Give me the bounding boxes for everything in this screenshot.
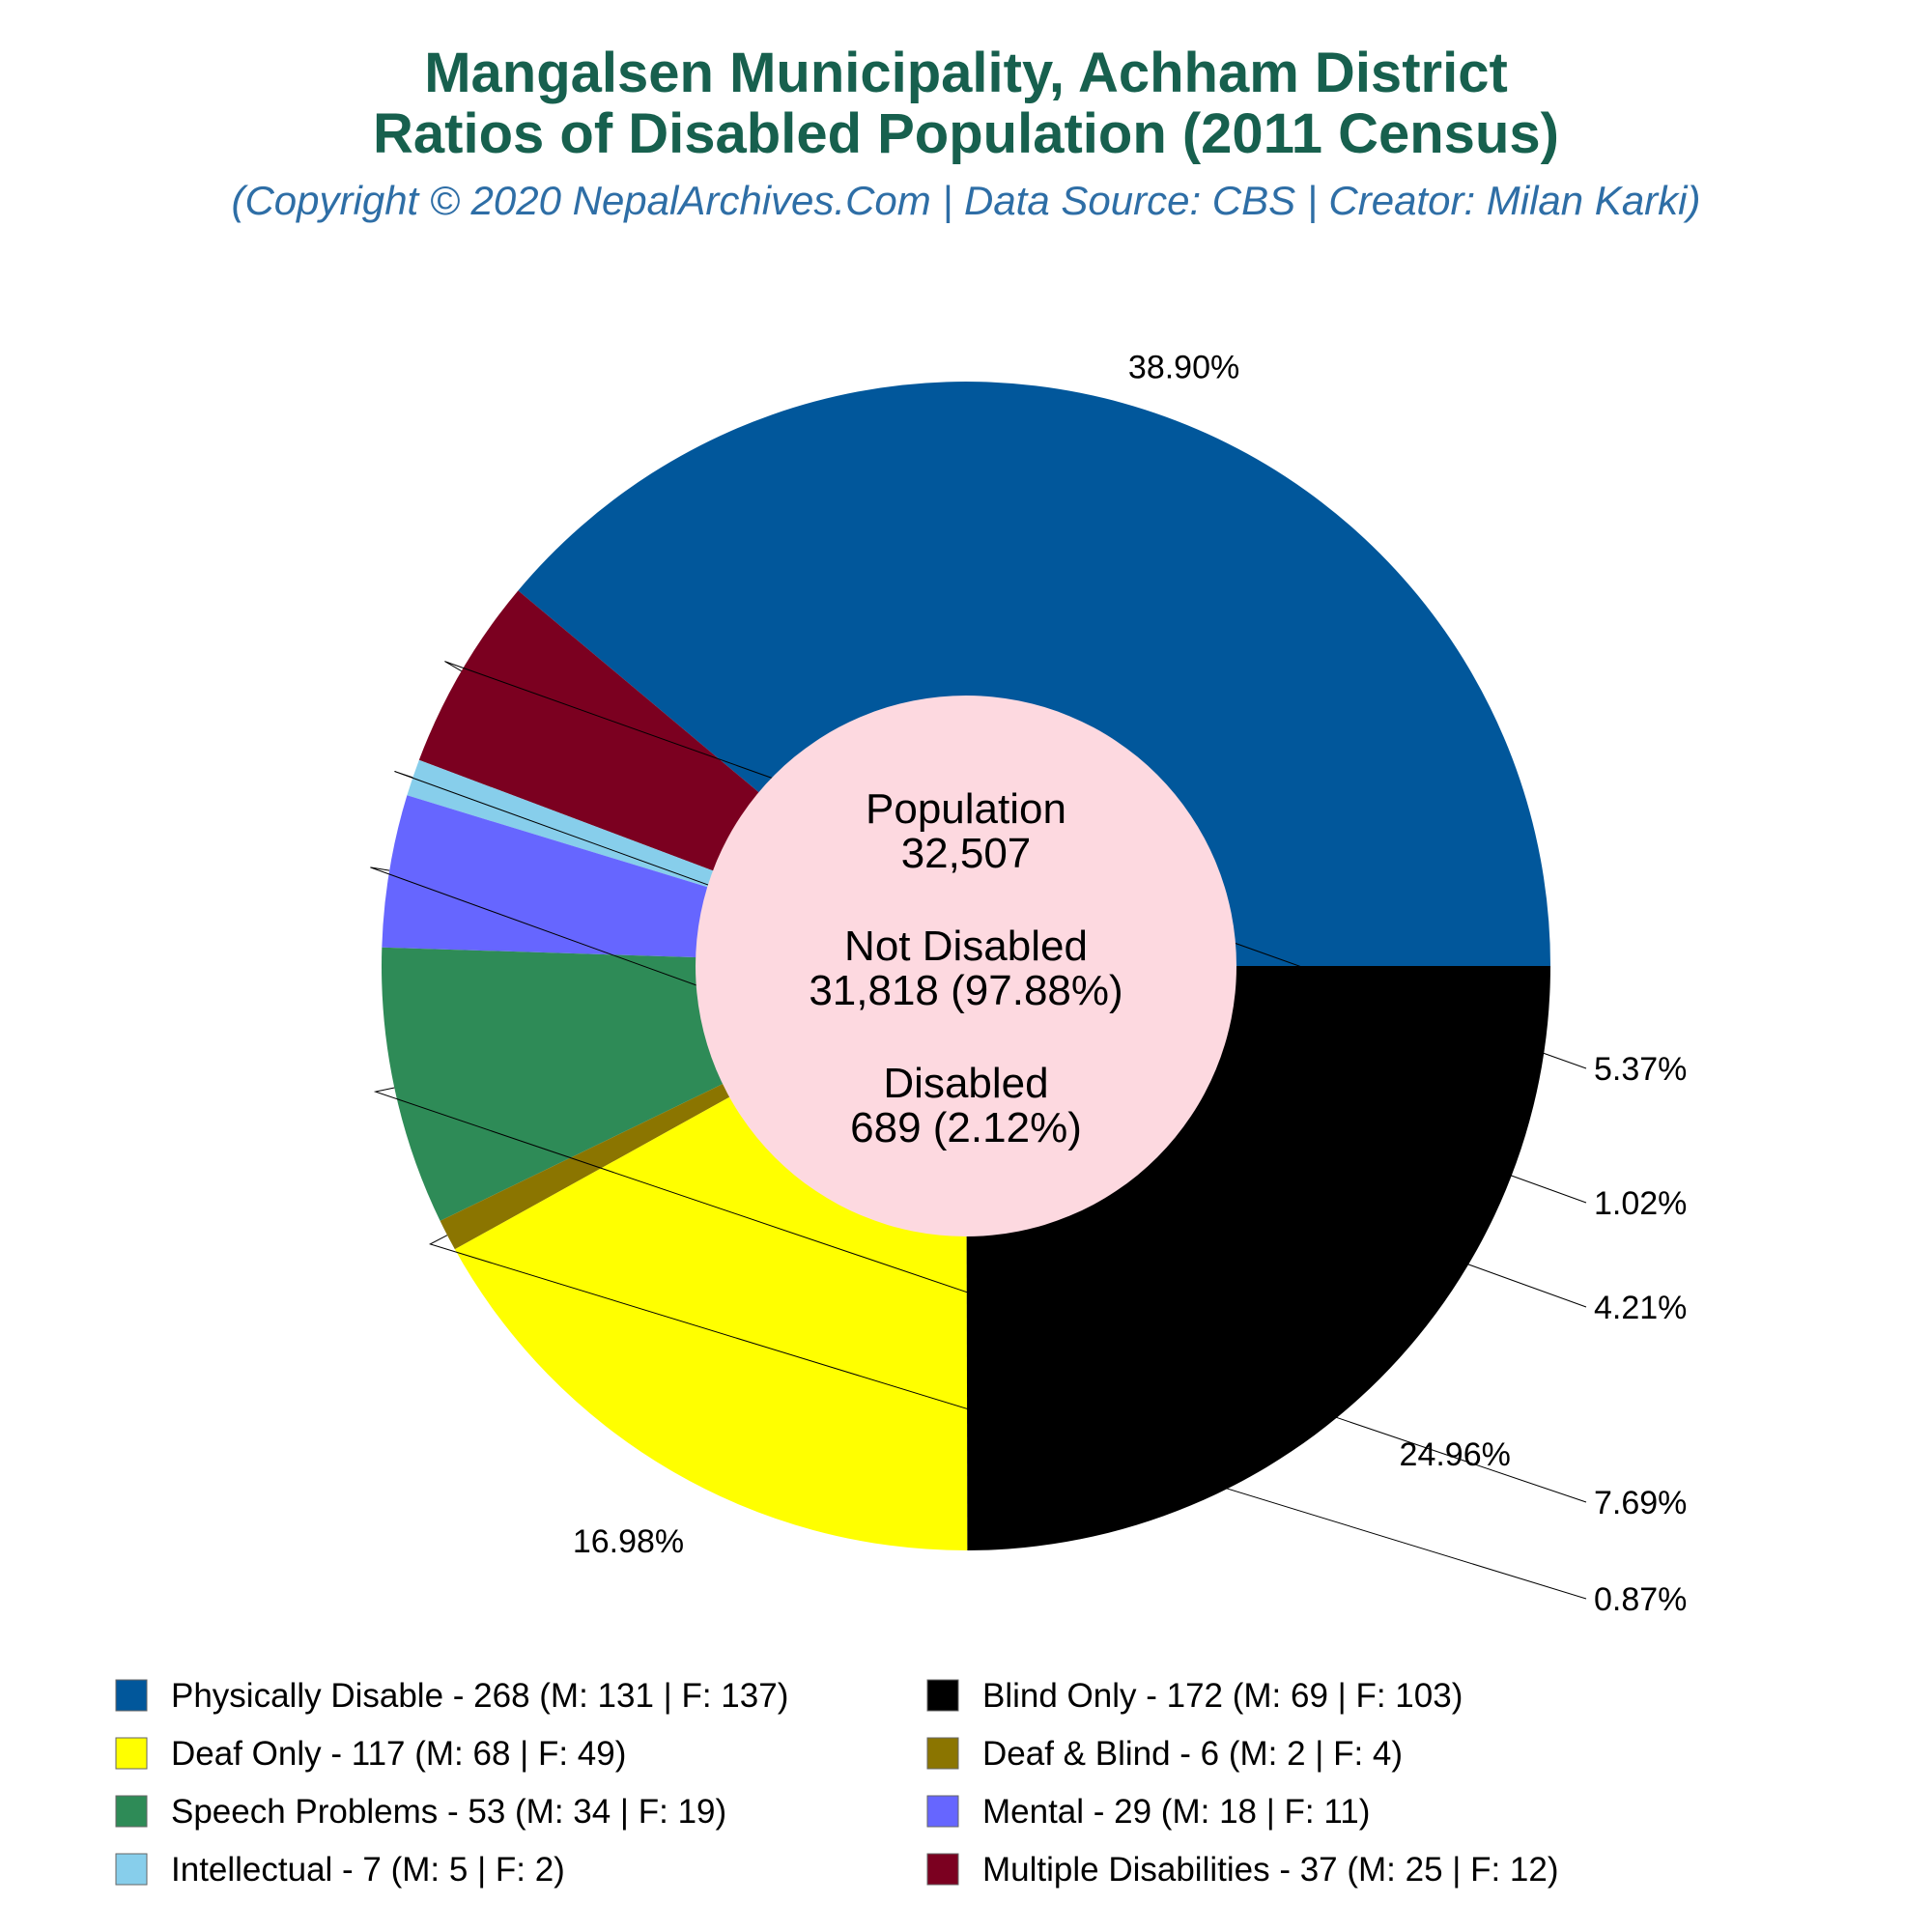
leader-line [428, 1235, 1587, 1600]
slice-percent-label: 16.98% [573, 1523, 684, 1560]
center-population-value: 32,507 [901, 830, 1032, 877]
legend-label: Multiple Disabilities - 37 (M: 25 | F: 1… [982, 1851, 1559, 1889]
slice-percent-label: 38.90% [1128, 350, 1239, 386]
slice-percent-label: 5.37% [1594, 1051, 1687, 1088]
slice-percent-label: 0.87% [1594, 1581, 1687, 1618]
legend-swatch [926, 1737, 959, 1770]
slice-percent-label: 7.69% [1594, 1485, 1687, 1521]
slice-percent-label: 4.21% [1594, 1290, 1687, 1326]
center-disabled-value: 689 (2.12%) [850, 1104, 1082, 1151]
chart-title-line1: Mangalsen Municipality, Achham District [424, 42, 1508, 104]
legend-label: Mental - 29 (M: 18 | F: 11) [982, 1793, 1370, 1831]
legend-swatch [115, 1679, 148, 1712]
legend-label: Deaf Only - 117 (M: 68 | F: 49) [171, 1735, 626, 1773]
chart-title-line2: Ratios of Disabled Population (2011 Cens… [373, 102, 1559, 165]
percent-labels: 38.90% 5.37% 1.02% 4.21% 7.69% 0.87% 16.98% 24.… [573, 350, 1688, 1618]
leader-line [370, 867, 1587, 1308]
legend-label: Deaf & Blind - 6 (M: 2 | F: 4) [982, 1735, 1403, 1773]
legend-swatch [926, 1853, 959, 1886]
legend: Physically Disable - 268 (M: 131 | F: 13… [115, 1677, 1559, 1889]
center-not-disabled-label: Not Disabled [844, 923, 1088, 970]
center-disabled-label: Disabled [883, 1060, 1048, 1107]
chart-subtitle: (Copyright © 2020 NepalArchives.Com | Da… [231, 178, 1700, 224]
center-disc [696, 696, 1236, 1236]
legend-swatch [926, 1679, 959, 1712]
legend-label: Intellectual - 7 (M: 5 | F: 2) [171, 1851, 565, 1889]
legend-swatch [115, 1737, 148, 1770]
legend-swatch [115, 1795, 148, 1828]
legend-label: Speech Problems - 53 (M: 34 | F: 19) [171, 1793, 726, 1831]
leader-lines [370, 661, 1587, 1600]
center-not-disabled-value: 31,818 (97.88%) [809, 967, 1122, 1014]
slice-percent-label: 24.96% [1400, 1436, 1511, 1473]
legend-label: Physically Disable - 268 (M: 131 | F: 13… [171, 1677, 788, 1715]
legend-label: Blind Only - 172 (M: 69 | F: 103) [982, 1677, 1463, 1715]
legend-swatch [926, 1795, 959, 1828]
legend-swatch [115, 1853, 148, 1886]
center-population-label: Population [866, 785, 1066, 833]
pie-slice [518, 382, 1550, 966]
leader-line [373, 1087, 1587, 1503]
slice-percent-label: 1.02% [1594, 1185, 1687, 1222]
